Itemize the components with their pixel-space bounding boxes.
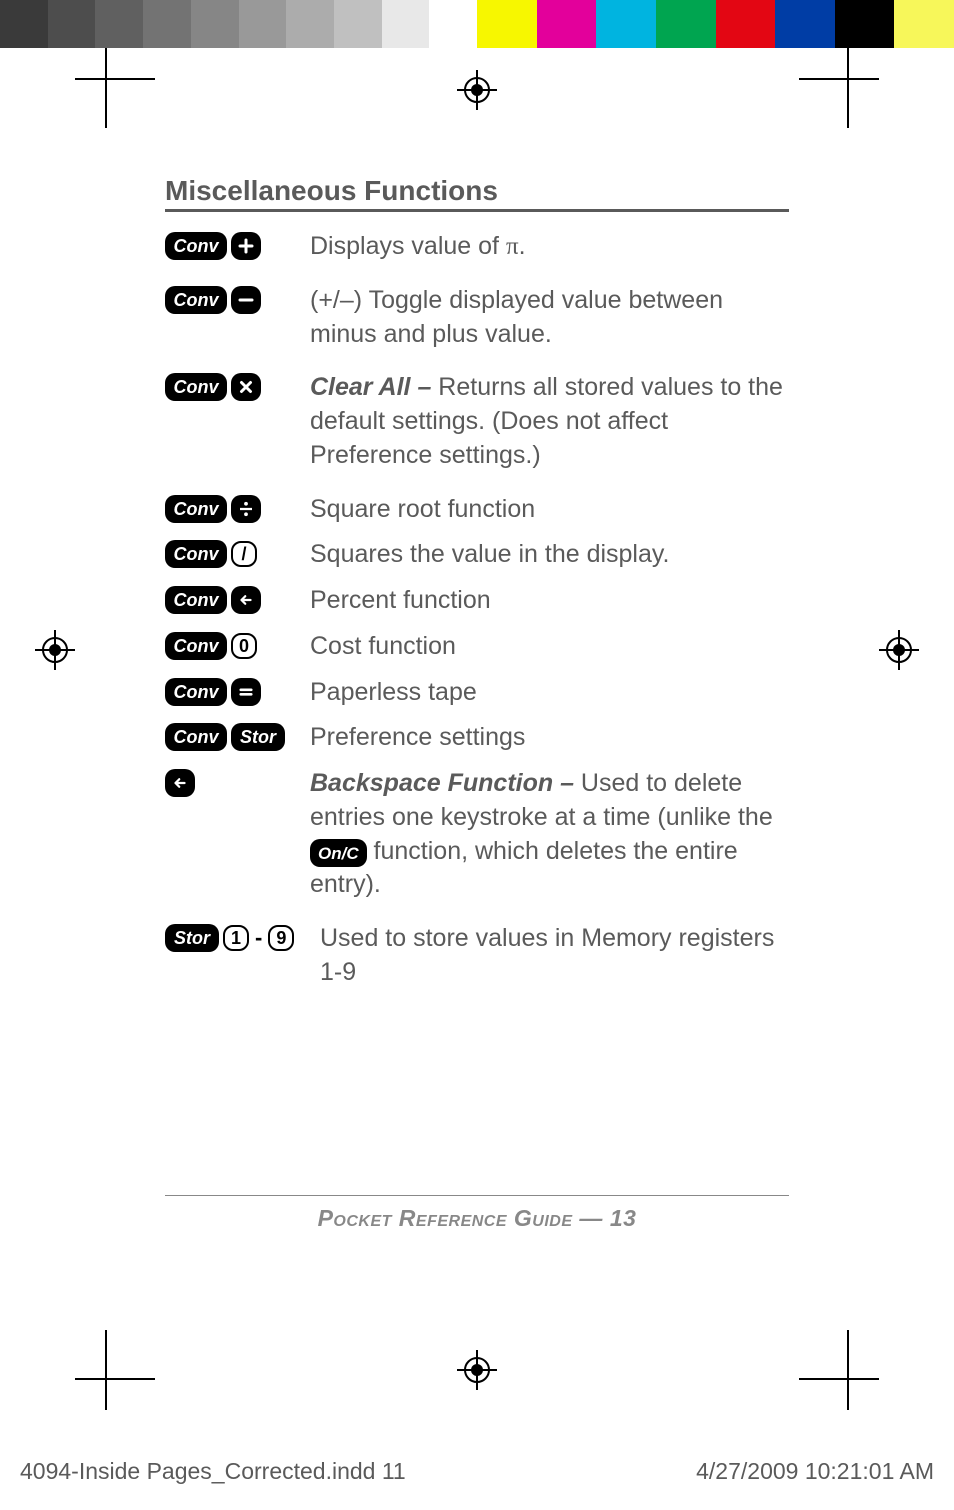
registration-mark-icon bbox=[457, 1350, 497, 1390]
page-content: Miscellaneous Functions Conv Displays va… bbox=[165, 175, 789, 1010]
minus-key-icon bbox=[231, 286, 261, 314]
conv-key-icon: Conv bbox=[165, 495, 227, 523]
slug-datetime: 4/27/2009 10:21:01 AM bbox=[696, 1458, 934, 1485]
page-footer: Pocket Reference Guide — 13 bbox=[165, 1205, 789, 1232]
backspace-key-icon bbox=[231, 586, 261, 614]
function-desc: Preference settings bbox=[310, 721, 789, 755]
function-row-backspace: Backspace Function – Used to delete entr… bbox=[165, 767, 789, 902]
equals-key-icon bbox=[231, 678, 261, 706]
x-key-icon bbox=[231, 373, 261, 401]
print-slug: 4094-Inside Pages_Corrected.indd 11 4/27… bbox=[0, 1458, 954, 1485]
function-desc: Cost function bbox=[310, 630, 789, 664]
function-row-clearall: Conv Clear All – Returns all stored valu… bbox=[165, 371, 789, 472]
section-heading: Miscellaneous Functions bbox=[165, 175, 789, 212]
conv-key-icon: Conv bbox=[165, 373, 227, 401]
color-calibration-bar bbox=[0, 0, 954, 48]
conv-key-icon: Conv bbox=[165, 540, 227, 568]
page-number: 13 bbox=[610, 1205, 637, 1231]
crop-mark bbox=[799, 48, 879, 148]
conv-key-icon: Conv bbox=[165, 678, 227, 706]
divide-key-icon bbox=[231, 495, 261, 523]
function-desc: Percent function bbox=[310, 584, 789, 618]
footer-title: Pocket Reference Guide — bbox=[318, 1205, 610, 1231]
crop-mark bbox=[75, 48, 155, 148]
function-desc: Paperless tape bbox=[310, 676, 789, 710]
function-row-prefs: Conv Stor Preference settings bbox=[165, 721, 789, 755]
nine-key-icon: 9 bbox=[268, 925, 294, 951]
registration-mark-icon bbox=[457, 70, 497, 110]
conv-key-icon: Conv bbox=[165, 232, 227, 260]
slug-filename: 4094-Inside Pages_Corrected.indd 11 bbox=[20, 1458, 406, 1485]
slash-key-icon: / bbox=[231, 541, 257, 567]
function-row-percent: Conv Percent function bbox=[165, 584, 789, 618]
stor-key-icon: Stor bbox=[231, 723, 285, 751]
conv-key-icon: Conv bbox=[165, 723, 227, 751]
function-row-sqrt: Conv Square root function bbox=[165, 493, 789, 527]
gray-swatches bbox=[0, 0, 477, 48]
function-row-cost: Conv 0 Cost function bbox=[165, 630, 789, 664]
color-swatches bbox=[477, 0, 954, 48]
footer-rule bbox=[165, 1195, 789, 1196]
dash-separator: - bbox=[255, 925, 262, 951]
function-row-pi: Conv Displays value of π. bbox=[165, 230, 789, 264]
registration-mark-icon bbox=[35, 630, 75, 670]
crop-mark bbox=[799, 1310, 879, 1410]
plus-key-icon bbox=[231, 232, 261, 260]
function-desc: Clear All – Returns all stored values to… bbox=[310, 371, 789, 472]
function-row-square: Conv / Squares the value in the display. bbox=[165, 538, 789, 572]
conv-key-icon: Conv bbox=[165, 586, 227, 614]
crop-mark bbox=[75, 1310, 155, 1410]
stor-key-icon: Stor bbox=[165, 924, 219, 952]
function-desc: Displays value of π. bbox=[310, 230, 789, 264]
function-row-toggle: Conv (+/–) Toggle displayed value betwee… bbox=[165, 284, 789, 352]
function-desc: Used to store values in Memory registers… bbox=[320, 922, 789, 990]
function-row-paperless: Conv Paperless tape bbox=[165, 676, 789, 710]
function-desc: (+/–) Toggle displayed value between min… bbox=[310, 284, 789, 352]
function-desc: Backspace Function – Used to delete entr… bbox=[310, 767, 789, 902]
function-desc: Square root function bbox=[310, 493, 789, 527]
conv-key-icon: Conv bbox=[165, 286, 227, 314]
registration-mark-icon bbox=[879, 630, 919, 670]
zero-key-icon: 0 bbox=[231, 633, 257, 659]
backspace-key-icon bbox=[165, 769, 195, 797]
one-key-icon: 1 bbox=[223, 925, 249, 951]
function-row-memory: Stor 1 - 9 Used to store values in Memor… bbox=[165, 922, 789, 990]
function-desc: Squares the value in the display. bbox=[310, 538, 789, 572]
conv-key-icon: Conv bbox=[165, 632, 227, 660]
